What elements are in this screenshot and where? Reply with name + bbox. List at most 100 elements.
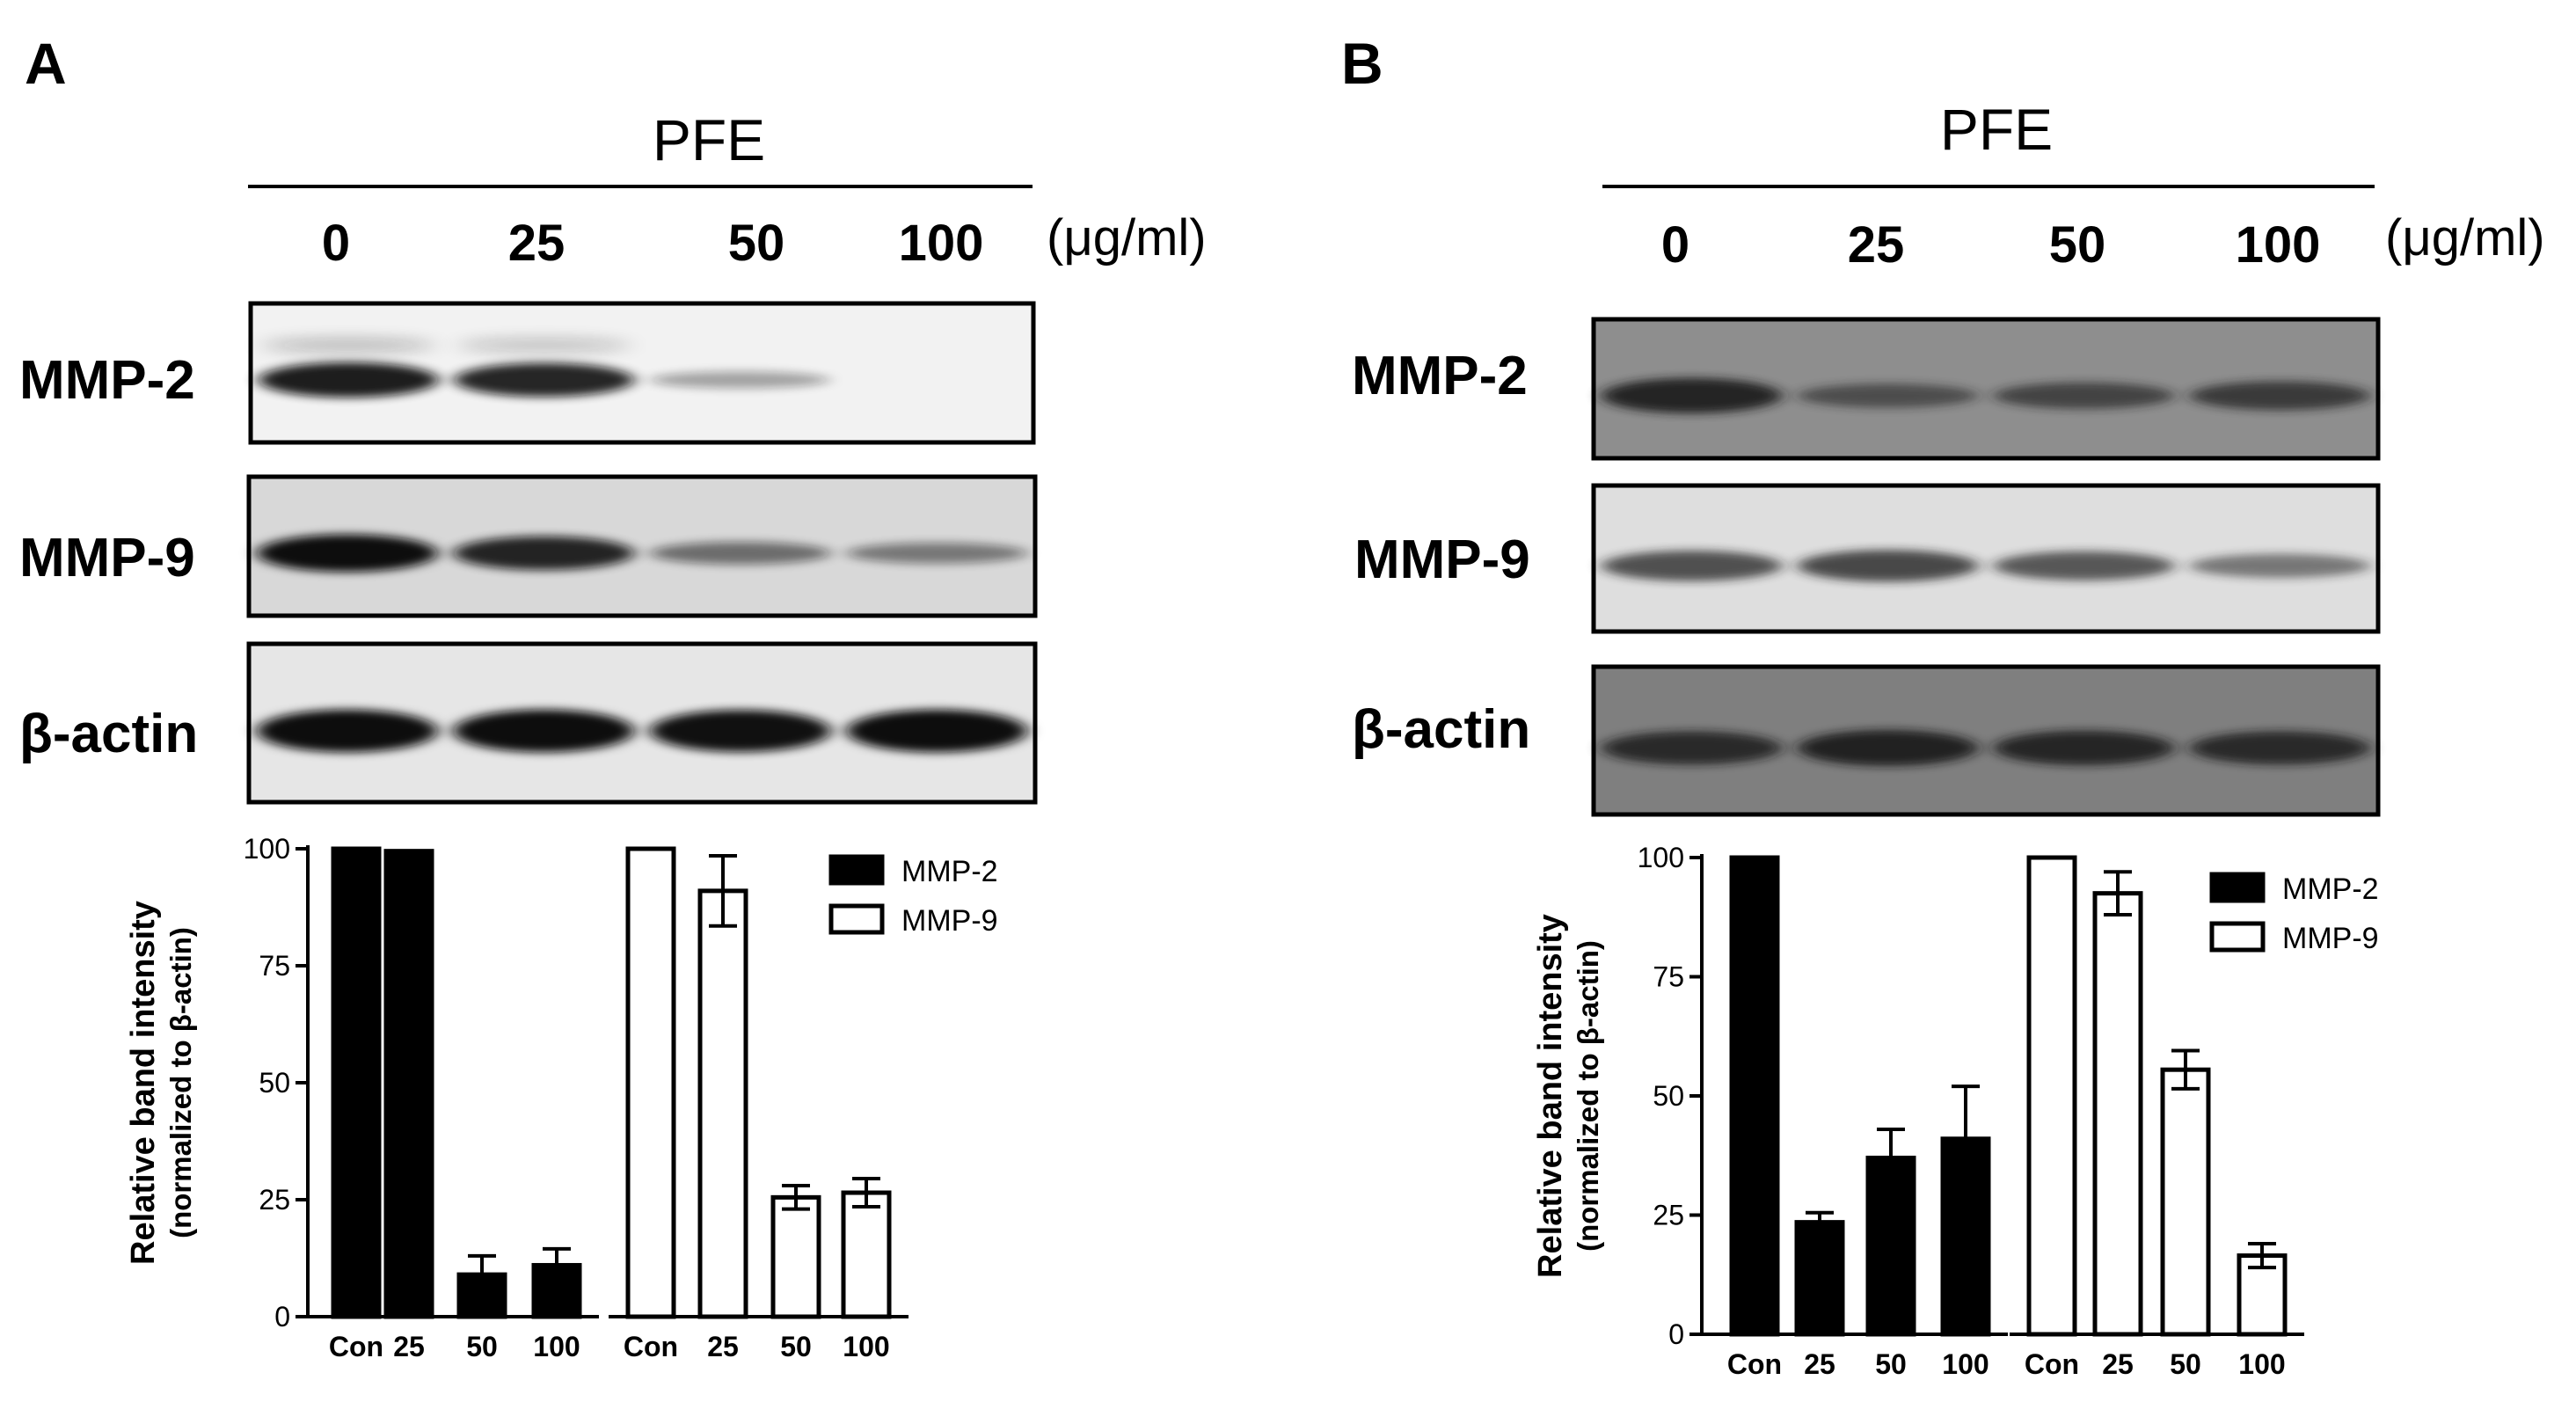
bar [383,849,434,1319]
blot-band [846,709,1028,753]
x-tick-label: 25 [707,1331,739,1362]
y-axis-label-sub: (normalized to β-actin) [1572,940,1604,1252]
blot-band [649,542,831,565]
panel-a: A PFE 0 25 50 100 (μg/ml) MMP-2 MMP-9 β-actin 0 25 5… [19,31,1207,1362]
x-tick-label: 25 [393,1331,425,1362]
bar [2026,855,2077,1337]
western-blot-strip [246,641,1038,805]
blot-band [256,534,438,573]
blot-band-faint [262,338,435,353]
blot-band [1601,731,1783,765]
blot-row-label: MMP-2 [1352,346,1528,406]
treatment-label: PFE [653,107,765,172]
x-tick-label: Con [1727,1348,1782,1380]
y-tick-label: 0 [1668,1318,1684,1350]
blot-band [1797,729,1979,766]
blot-band [2189,731,2371,765]
bar [697,888,748,1319]
treatment-label: PFE [1940,97,2053,162]
blot-band [258,361,439,398]
blot-band [1993,382,2175,409]
panel-b: B PFE 0 25 50 100 (μg/ml) MMP-2 MMP-9 β-actin 0 25 5… [1341,31,2545,1380]
y-tick-label: 25 [1653,1200,1684,1231]
y-axis-label-sub: (normalized to β-actin) [164,927,197,1238]
x-tick-label: 100 [533,1331,580,1362]
blot-band [846,543,1028,564]
blot-band [1601,377,1783,413]
blot-band [1797,550,1979,582]
blot-frame [248,301,1036,445]
dose-unit: (μg/ml) [1047,209,1207,267]
x-tick-label: 50 [2170,1348,2201,1380]
blot-band [256,709,438,753]
blot-row-label: MMP-9 [19,528,195,588]
bar [1794,1220,1845,1337]
bar [841,1190,892,1319]
bar [2160,1067,2211,1337]
blot-band [453,709,635,753]
blot-band [453,536,635,571]
blot-row-label: β-actin [1352,699,1530,760]
y-tick-label: 50 [259,1067,290,1099]
blot-band [1601,551,1783,581]
blot-band [649,710,831,752]
x-tick-label: 100 [843,1331,889,1362]
x-tick-label: 100 [1942,1348,1989,1380]
x-tick-label: Con [624,1331,678,1362]
bar [1729,855,1780,1337]
dose-label: 50 [728,215,785,272]
bar [770,1194,821,1319]
x-tick-label: 50 [466,1331,498,1362]
bar [2237,1253,2288,1337]
y-tick-label: 100 [244,833,290,865]
blot-band [649,371,830,389]
panel-letter: B [1341,31,1383,96]
x-tick-label: 25 [2102,1348,2134,1380]
blot-row-label: MMP-2 [19,350,195,411]
legend-label: MMP-2 [2282,873,2379,906]
y-axis-label: Relative band intensity [125,901,162,1265]
dose-label: 50 [2049,216,2106,274]
x-tick-label: Con [2025,1348,2079,1380]
blot-band [2189,553,2371,578]
blot-band [1797,383,1979,408]
legend-label: MMP-9 [2282,922,2379,955]
dose-label: 100 [899,215,984,272]
dose-label: 100 [2236,216,2321,274]
y-tick-label: 100 [1638,842,1684,873]
western-blot-strip [1591,317,2381,461]
western-blot-strip [246,474,1038,618]
bar [625,846,676,1319]
legend-swatch [828,903,885,935]
x-tick-label: 25 [1804,1348,1835,1380]
x-tick-label: 50 [1875,1348,1907,1380]
blot-row-label: β-actin [19,704,198,764]
blot-band [1993,730,2175,766]
western-blot-strip [1591,483,2381,634]
bar-chart: 0 25 50 75 100 Relative band intensity (normal… [1532,842,2379,1380]
y-tick-label: 0 [274,1301,290,1333]
legend-label: MMP-2 [901,855,998,888]
bar [331,846,382,1319]
dose-label: 0 [322,215,350,272]
x-tick-label: 50 [780,1331,812,1362]
blot-row-label: MMP-9 [1354,529,1530,590]
western-blot-strip [248,301,1036,445]
x-tick-label: Con [329,1331,383,1362]
legend-swatch [828,854,885,886]
y-tick-label: 75 [1653,961,1684,993]
dose-unit: (μg/ml) [2385,209,2545,267]
y-tick-label: 50 [1653,1080,1684,1112]
y-tick-label: 75 [259,950,290,982]
y-axis-label: Relative band intensity [1532,914,1569,1278]
y-tick-label: 25 [259,1184,290,1216]
blot-band-faint [457,338,631,353]
western-blot-strip [1591,664,2381,817]
legend-swatch [2209,921,2266,953]
bar-chart: 0 25 50 75 100 Relative band intensity (normal… [125,833,998,1362]
blot-band [1993,551,2175,581]
dose-label: 25 [1848,216,1905,274]
dose-label: 25 [508,215,566,272]
legend-label: MMP-9 [901,904,998,938]
